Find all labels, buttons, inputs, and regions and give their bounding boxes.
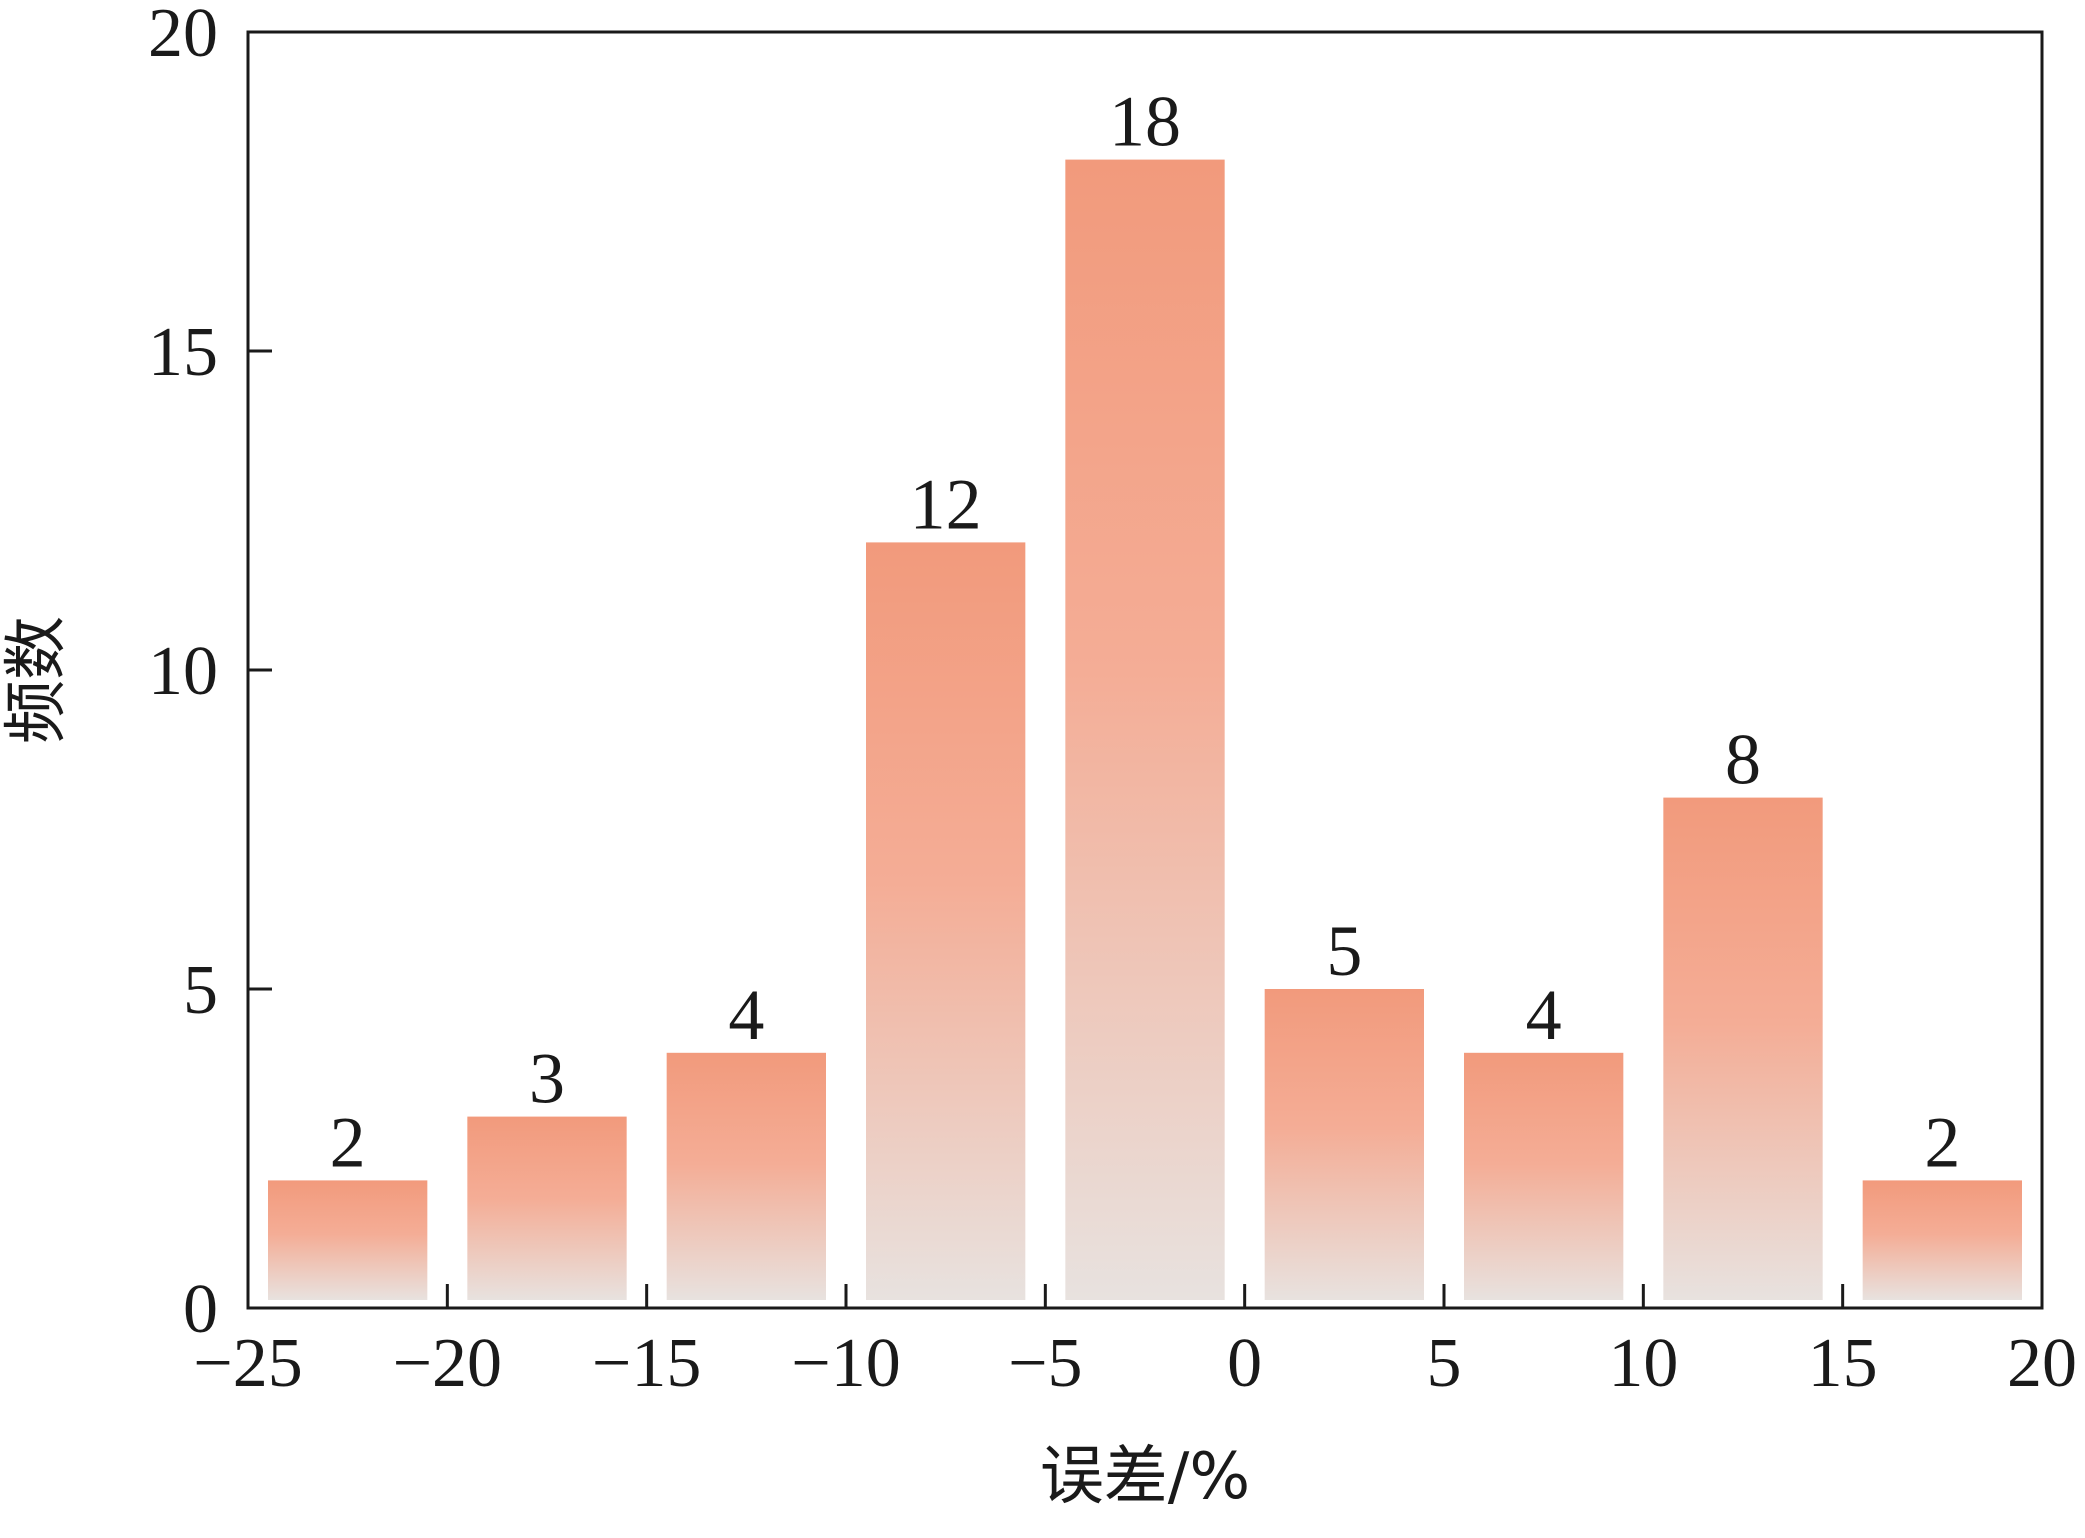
bar-value-label: 3 [529, 1039, 565, 1119]
bar [1663, 797, 1823, 1300]
bar-value-label: 5 [1326, 911, 1362, 991]
bar [1065, 159, 1225, 1301]
y-tick-label: 15 [148, 314, 218, 391]
x-tick-label: −15 [592, 1325, 701, 1402]
bar-value-label: 18 [1109, 82, 1181, 162]
x-tick-label: −20 [393, 1325, 502, 1402]
x-tick-label: 15 [1808, 1325, 1878, 1402]
bar-value-label: 2 [330, 1102, 366, 1182]
x-axis-title: 误差/% [1040, 1440, 1250, 1514]
bar [268, 1180, 428, 1300]
bar [1862, 1180, 2022, 1300]
y-tick-label: 20 [148, 0, 218, 72]
bar-value-label: 12 [910, 464, 982, 544]
y-tick-label: 5 [183, 952, 218, 1029]
data-labels-layer: 2 3 4 12 18 5 4 8 2 [330, 82, 1961, 1183]
x-tick-label: −10 [791, 1325, 900, 1402]
x-tick-label: 10 [1608, 1325, 1678, 1402]
bar [1464, 1052, 1624, 1300]
bar [866, 542, 1026, 1300]
bar-value-label: 8 [1725, 720, 1761, 800]
x-tick-label: 20 [2007, 1325, 2077, 1402]
bar [666, 1052, 826, 1300]
y-axis-title: 频数 [0, 616, 74, 744]
bar-value-label: 4 [1526, 975, 1562, 1055]
x-tick-label: 5 [1427, 1325, 1462, 1402]
y-tick-label: 0 [183, 1271, 218, 1348]
x-tick-label: −25 [193, 1325, 302, 1402]
bars-layer [268, 159, 2022, 1301]
bar [467, 1116, 627, 1300]
bar [1264, 989, 1424, 1300]
y-tick-label: 10 [148, 633, 218, 710]
bar-value-label: 2 [1924, 1102, 1960, 1182]
ticks-layer: −25 −20 −15 −10 −5 0 5 10 15 20 0 5 10 15 20 [148, 0, 2077, 1402]
bar-value-label: 4 [728, 975, 764, 1055]
x-tick-label: 0 [1227, 1325, 1262, 1402]
x-tick-label: −5 [1008, 1325, 1082, 1402]
